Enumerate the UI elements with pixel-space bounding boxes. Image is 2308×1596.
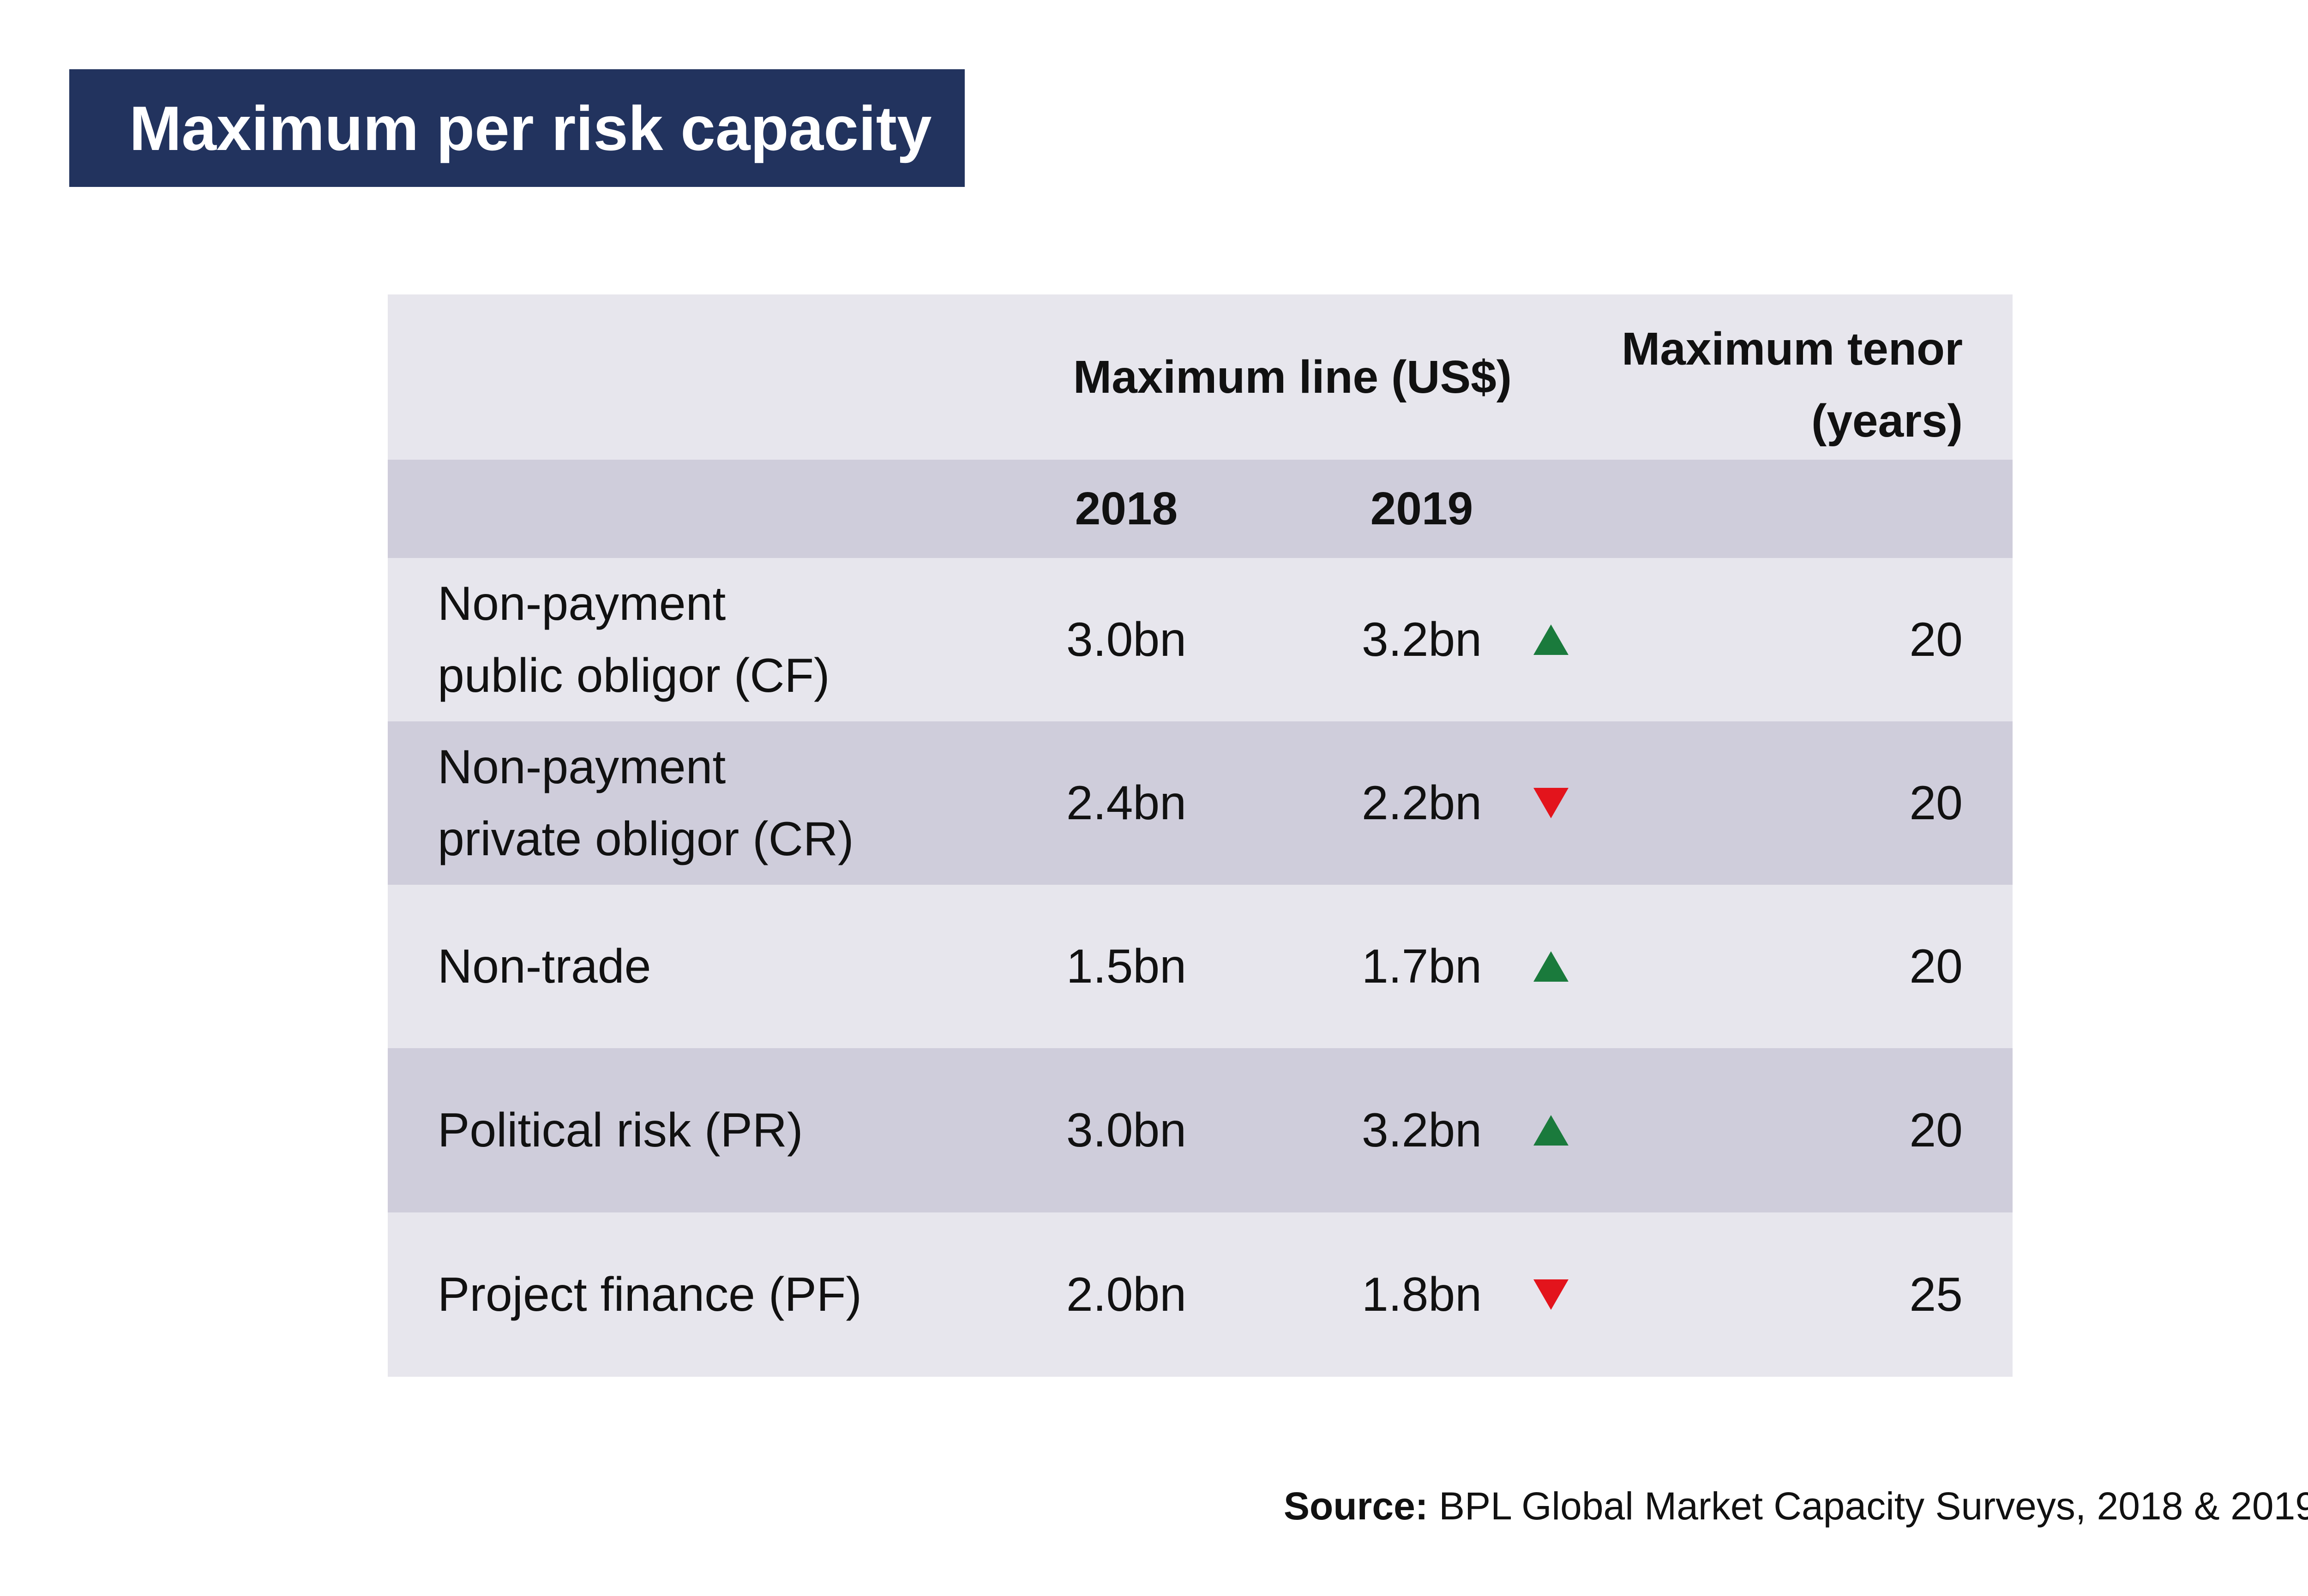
page-title: Maximum per risk capacity <box>129 93 932 163</box>
row-label: Non-payment private obligor (CR) <box>438 721 854 885</box>
value-2019: 1.8bn <box>1361 1267 1482 1321</box>
triangle-down-icon <box>1528 1212 1574 1377</box>
value-2019: 1.7bn <box>1361 939 1482 993</box>
row-label-line1: Non-payment <box>438 740 726 794</box>
row-label-line1: Political risk (PR) <box>438 1104 803 1157</box>
value-2018: 3.0bn <box>1066 612 1187 666</box>
triangle-up-icon <box>1528 885 1574 1048</box>
value-tenor: 20 <box>1909 612 1963 666</box>
value-2018: 3.0bn <box>1066 1103 1187 1157</box>
row-label: Political risk (PR) <box>438 1048 803 1212</box>
value-tenor: 20 <box>1909 939 1963 993</box>
table-year-row: 2018 2019 <box>388 460 2013 558</box>
value-2018: 2.0bn <box>1066 1267 1187 1321</box>
triangle-up-icon <box>1528 558 1574 721</box>
value-2018: 2.4bn <box>1066 776 1187 830</box>
value-2019: 2.2bn <box>1361 776 1482 830</box>
source-note: Source: BPL Global Market Capacity Surve… <box>1284 1484 2308 1529</box>
header-maximum-tenor: Maximum tenor (years) <box>1622 313 1963 457</box>
capacity-table: Maximum line (US$) Maximum tenor (years)… <box>388 294 2013 1377</box>
row-label: Project finance (PF) <box>438 1212 862 1377</box>
value-tenor: 25 <box>1909 1267 1963 1321</box>
value-tenor: 20 <box>1909 1103 1963 1157</box>
row-label-line2: private obligor (CR) <box>438 812 854 866</box>
value-2019: 3.2bn <box>1361 1103 1482 1157</box>
year-2018-header: 2018 <box>1075 483 1178 534</box>
triangle-up-icon <box>1528 1048 1574 1212</box>
table-row: Non-payment public obligor (CF) 3.0bn 3.2bn… <box>388 558 2013 721</box>
row-label-line2: public obligor (CF) <box>438 649 830 702</box>
row-label-line1: Non-payment <box>438 577 726 630</box>
header-maximum-line: Maximum line (US$) <box>1073 351 1512 403</box>
title-banner: Maximum per risk capacity <box>69 69 965 187</box>
row-label-line1: Project finance (PF) <box>438 1268 862 1321</box>
row-label-line1: Non-trade <box>438 940 651 993</box>
header-tenor-line1: Maximum tenor <box>1621 323 1963 375</box>
source-text: BPL Global Market Capacity Surveys, 2018… <box>1428 1484 2308 1528</box>
row-label: Non-payment public obligor (CF) <box>438 558 830 721</box>
table-header-row: Maximum line (US$) Maximum tenor (years) <box>388 294 2013 460</box>
value-2019: 3.2bn <box>1361 612 1482 666</box>
table-row: Political risk (PR) 3.0bn 3.2bn 20 <box>388 1048 2013 1212</box>
triangle-down-icon <box>1528 721 1574 885</box>
year-2019-header: 2019 <box>1370 483 1473 534</box>
table-row: Non-trade 1.5bn 1.7bn 20 <box>388 885 2013 1048</box>
table-row: Project finance (PF) 2.0bn 1.8bn 25 <box>388 1212 2013 1377</box>
value-tenor: 20 <box>1909 776 1963 830</box>
header-tenor-line2: (years) <box>1811 395 1963 447</box>
row-label: Non-trade <box>438 885 651 1048</box>
table-row: Non-payment private obligor (CR) 2.4bn 2.2b… <box>388 721 2013 885</box>
value-2018: 1.5bn <box>1066 939 1187 993</box>
source-label: Source: <box>1284 1484 1428 1528</box>
